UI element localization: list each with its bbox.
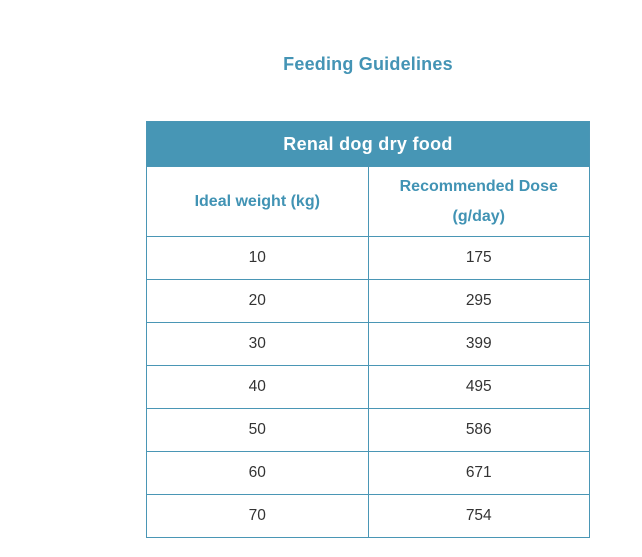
table-title-row: Renal dog dry food xyxy=(146,121,590,167)
feeding-guidelines-table: Renal dog dry food Ideal weight (kg) Rec… xyxy=(146,121,590,538)
column-header-weight: Ideal weight (kg) xyxy=(146,166,369,237)
column-header-row: Ideal weight (kg) Recommended Dose (g/da… xyxy=(146,166,590,237)
table-head: Renal dog dry food Ideal weight (kg) Rec… xyxy=(146,121,590,237)
table-row: 70 754 xyxy=(146,494,590,538)
weight-cell: 40 xyxy=(146,365,369,409)
weight-cell: 60 xyxy=(146,451,369,495)
dose-cell: 399 xyxy=(367,322,590,366)
column-header-dose-line2: (g/day) xyxy=(452,207,505,225)
table-row: 40 495 xyxy=(146,365,590,409)
table-row: 30 399 xyxy=(146,322,590,366)
column-header-dose-line1: Recommended Dose xyxy=(399,177,558,195)
table-row: 50 586 xyxy=(146,408,590,452)
weight-cell: 10 xyxy=(146,236,369,280)
dose-cell: 495 xyxy=(367,365,590,409)
page-title: Feeding Guidelines xyxy=(283,54,453,74)
dose-cell: 175 xyxy=(367,236,590,280)
weight-cell: 50 xyxy=(146,408,369,452)
weight-cell: 70 xyxy=(146,494,369,538)
table-row: 20 295 xyxy=(146,279,590,323)
table-row: 10 175 xyxy=(146,236,590,280)
column-header-dose: Recommended Dose (g/day) xyxy=(367,166,590,237)
table-body: 10 175 20 295 30 399 40 495 50 586 60 67… xyxy=(146,236,590,538)
weight-cell: 20 xyxy=(146,279,369,323)
table-row: 60 671 xyxy=(146,451,590,495)
weight-cell: 30 xyxy=(146,322,369,366)
table-title: Renal dog dry food xyxy=(146,121,590,167)
dose-cell: 671 xyxy=(367,451,590,495)
dose-cell: 586 xyxy=(367,408,590,452)
dose-cell: 295 xyxy=(367,279,590,323)
dose-cell: 754 xyxy=(367,494,590,538)
